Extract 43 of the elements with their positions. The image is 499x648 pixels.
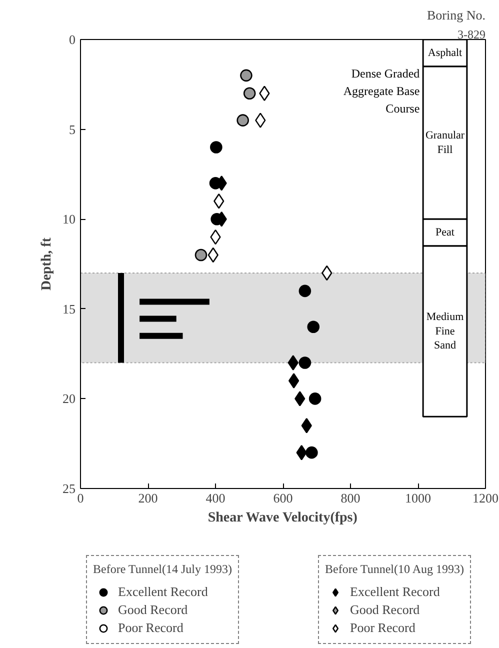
legend-label: Good Record <box>118 601 188 619</box>
chart-title: Boring No. <box>427 8 486 22</box>
y-tick-label: 20 <box>62 391 76 406</box>
legend-label: Excellent Record <box>350 583 440 601</box>
legend-label: Excellent Record <box>118 583 208 601</box>
y-tick-label: 5 <box>69 122 76 137</box>
x-tick-label: 800 <box>340 490 360 506</box>
y-tick-label: 25 <box>62 481 76 496</box>
y-tick-label: 15 <box>62 301 76 316</box>
point <box>307 320 320 333</box>
text: Before Tunnel(14 July 1993) <box>93 562 232 576</box>
legend-label: Poor Record <box>118 619 184 637</box>
point <box>288 355 298 370</box>
x-tick-label: 400 <box>206 490 226 506</box>
legend-label: Poor Record <box>350 619 416 637</box>
legend-label: Good Record <box>350 601 420 619</box>
x-tick-label: 1000 <box>405 490 431 506</box>
x-tick-label: 600 <box>273 490 293 506</box>
y-tick-label: 10 <box>62 212 76 227</box>
y-axis-title: Depth, ft <box>40 237 54 290</box>
point <box>298 356 312 369</box>
point <box>294 391 306 406</box>
annotation: Dense Graded Aggregate Base Course <box>343 66 420 116</box>
point <box>243 87 256 100</box>
x-tick-label: 200 <box>138 490 158 506</box>
y-tick-label: 0 <box>69 32 76 47</box>
point <box>240 69 252 82</box>
point <box>298 284 312 298</box>
point <box>236 114 249 126</box>
annotation: Granular Fill <box>425 130 465 156</box>
annotation: Peat <box>436 226 454 239</box>
point <box>255 112 266 128</box>
point <box>308 392 322 405</box>
chart-subtitle: 3-829 <box>458 28 486 42</box>
text: Before Tunnel(10 Aug 1993) <box>325 562 464 576</box>
annotation: Asphalt <box>428 46 462 59</box>
point <box>194 248 208 262</box>
point <box>306 446 318 459</box>
point <box>210 141 222 154</box>
point <box>288 373 300 388</box>
x-tick-label: 1200 <box>472 490 498 506</box>
annotation: Medium Fine Sand <box>426 310 464 352</box>
x-axis-title: Shear Wave Velocity(fps) <box>208 510 358 526</box>
